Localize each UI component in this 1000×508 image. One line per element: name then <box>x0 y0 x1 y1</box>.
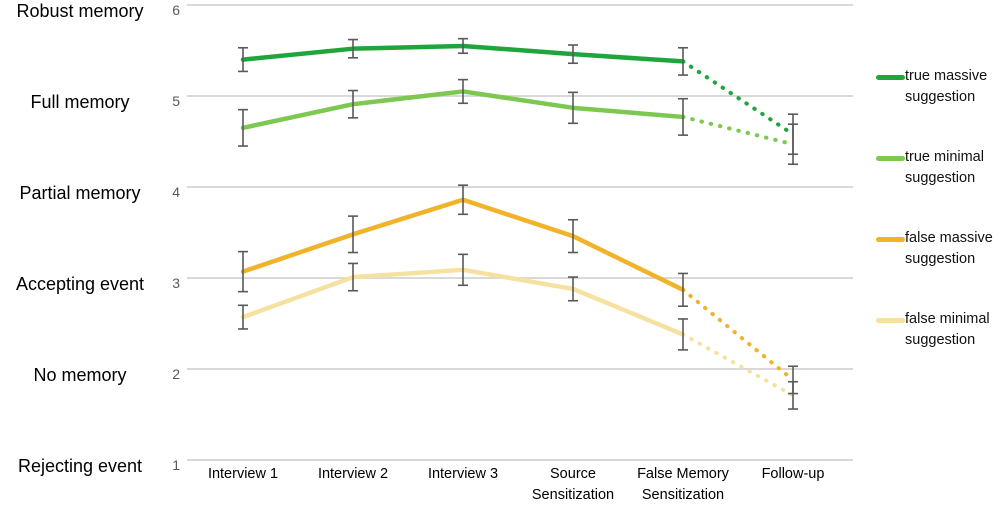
legend-label: false minimal suggestion <box>905 311 990 348</box>
legend-label: true massive suggestion <box>905 68 988 105</box>
x-axis-label: Source Sensitization <box>531 466 615 503</box>
legend-swatch <box>876 237 905 242</box>
legend-item: true massive suggestion <box>876 66 993 108</box>
legend: true massive suggestion true minimal sugges… <box>876 66 993 351</box>
y-category-label: Partial memory <box>19 183 141 203</box>
legend-label: false massive suggestion <box>905 230 993 267</box>
series-line-dotted <box>681 114 795 147</box>
y-axis-tick-labels: 6 5 4 3 2 1 <box>160 0 184 508</box>
plot-area <box>187 4 853 461</box>
legend-item: true minimal suggestion <box>876 147 993 189</box>
y-category-label: Robust memory <box>16 1 144 21</box>
series-line-dotted <box>681 59 795 137</box>
legend-label: true minimal suggestion <box>905 149 984 186</box>
series-line-dotted <box>681 332 795 398</box>
x-axis-label: False Memory Sensitization <box>637 466 729 503</box>
legend-item: false minimal suggestion <box>876 309 993 351</box>
y-tick-label: 4 <box>172 184 180 200</box>
x-axis-label: Follow-up <box>761 466 825 482</box>
x-axis-labels: Interview 1 Interview 2 Interview 3 Source S… <box>187 464 853 508</box>
y-category-label: No memory <box>33 365 127 385</box>
series-line-dotted <box>681 287 795 382</box>
x-axis-label: Interview 3 <box>427 466 499 482</box>
y-category-label: Rejecting event <box>17 456 143 476</box>
y-tick-label: 2 <box>172 366 180 382</box>
legend-swatch <box>876 75 905 80</box>
y-axis-category-labels: Robust memory Full memory Partial memory Ac… <box>0 0 160 508</box>
legend-swatch <box>876 318 905 323</box>
y-tick-label: 3 <box>172 275 180 291</box>
y-tick-label: 6 <box>172 2 180 18</box>
y-category-label: Accepting event <box>15 274 145 294</box>
x-axis-label: Interview 2 <box>317 466 389 482</box>
x-axis-label: Interview 1 <box>207 466 279 482</box>
y-tick-label: 1 <box>172 457 180 473</box>
y-tick-label: 5 <box>172 93 180 109</box>
y-category-label: Full memory <box>30 92 130 112</box>
legend-swatch <box>876 156 905 161</box>
legend-item: false massive suggestion <box>876 228 993 270</box>
